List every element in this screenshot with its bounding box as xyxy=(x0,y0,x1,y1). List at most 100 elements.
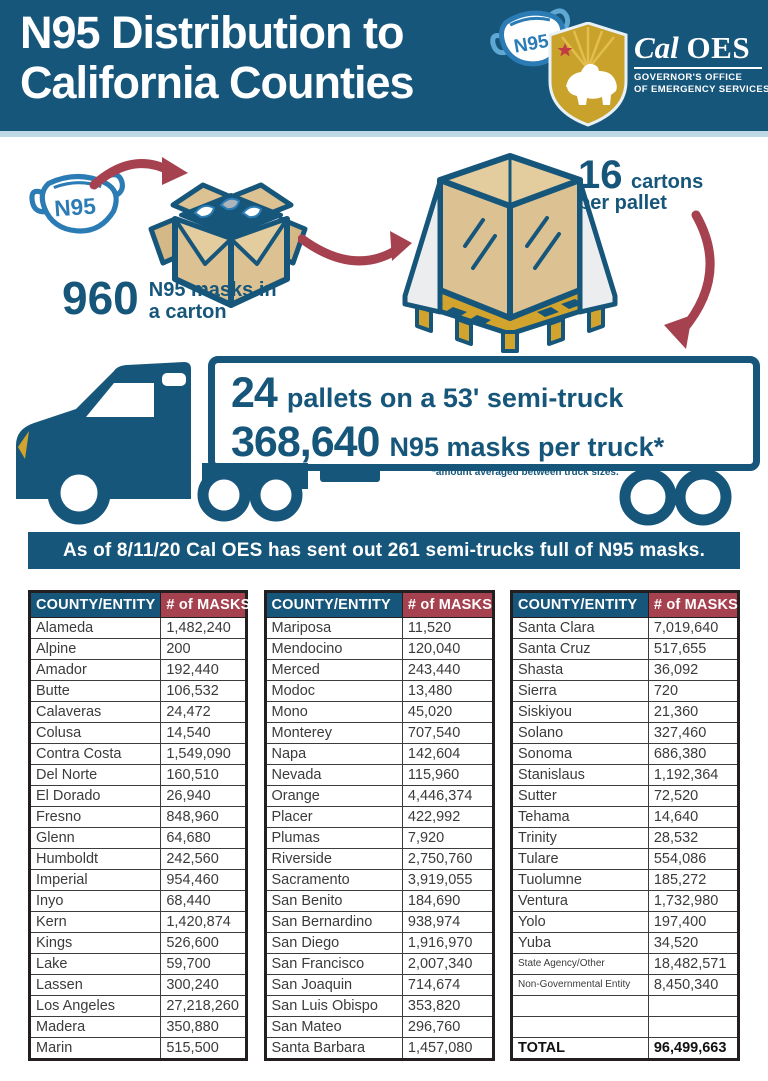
masks-cell: 350,880 xyxy=(160,1016,247,1038)
arrow-right-icon xyxy=(298,231,412,266)
masks-cell: 68,440 xyxy=(160,890,247,912)
county-cell: Mono xyxy=(264,701,403,723)
arrow-down-icon xyxy=(664,210,715,349)
county-cell: Santa Barbara xyxy=(264,1037,403,1060)
county-cell: San Diego xyxy=(264,932,403,954)
table-row: San Luis Obispo 353,820 xyxy=(264,995,494,1017)
wordmark-divider xyxy=(634,67,762,69)
county-cell: San Francisco xyxy=(264,953,403,975)
county-cell: Madera xyxy=(28,1016,162,1038)
county-cell: Amador xyxy=(28,659,162,681)
table-row: Siskiyou 21,360 xyxy=(511,701,740,723)
table-row: Non-Governmental Entity 8,450,340 xyxy=(511,974,740,996)
masks-cell: 197,400 xyxy=(647,911,740,933)
table-row: Mendocino 120,040 xyxy=(264,638,494,660)
table-row: Fresno 848,960 xyxy=(28,806,247,828)
table-row: Inyo 68,440 xyxy=(28,890,247,912)
county-cell: Plumas xyxy=(264,827,403,849)
masks-cell: 2,007,340 xyxy=(401,953,494,975)
masks-cell: 45,020 xyxy=(401,701,494,723)
masks-cell: 243,440 xyxy=(401,659,494,681)
table-row: Santa Cruz 517,655 xyxy=(511,638,740,660)
trailer-line1: 24 pallets on a 53' semi-truck xyxy=(231,369,624,417)
table-row: Santa Barbara 1,457,080 xyxy=(264,1037,494,1060)
masks-cell: 1,916,970 xyxy=(401,932,494,954)
table-row: Shasta 36,092 xyxy=(511,659,740,681)
masks-cell: 353,820 xyxy=(401,995,494,1017)
county-cell: TOTAL xyxy=(511,1037,649,1060)
county-column-header: COUNTY/ENTITY xyxy=(264,591,403,618)
county-cell: Siskiyou xyxy=(511,701,649,723)
county-cell: Alameda xyxy=(28,617,162,639)
masks-cell: 13,480 xyxy=(401,680,494,702)
county-cell: Inyo xyxy=(28,890,162,912)
table-row: Colusa 14,540 xyxy=(28,722,247,744)
county-cell: Shasta xyxy=(511,659,649,681)
masks-cell: 160,510 xyxy=(160,764,247,786)
table-row: Yuba 34,520 xyxy=(511,932,740,954)
county-cell: Imperial xyxy=(28,869,162,891)
masks-cell: 200 xyxy=(160,638,247,660)
masks-cell: 72,520 xyxy=(647,785,740,807)
masks-column-header: # of MASKS xyxy=(160,591,250,618)
page-title: N95 Distribution to California Counties xyxy=(20,7,415,109)
table-row: Napa 142,604 xyxy=(264,743,494,765)
county-table-2: COUNTY/ENTITY # of MASKS Mariposa 11,520 M… xyxy=(263,590,495,1061)
table-row: Alameda 1,482,240 xyxy=(28,617,247,639)
table-row: Stanislaus 1,192,364 xyxy=(511,764,740,786)
masks-cell: 59,700 xyxy=(160,953,247,975)
masks-cell: 686,380 xyxy=(647,743,740,765)
table-row: Del Norte 160,510 xyxy=(28,764,247,786)
masks-cell: 1,420,874 xyxy=(160,911,247,933)
page-title-line2: California Counties xyxy=(20,57,415,109)
table-row: Orange 4,446,374 xyxy=(264,785,494,807)
masks-cell: 327,460 xyxy=(647,722,740,744)
county-cell: Napa xyxy=(264,743,403,765)
bear-shield-icon xyxy=(548,22,628,127)
wordmark-sub1: GOVERNOR'S OFFICE xyxy=(634,72,743,83)
masks-cell: 142,604 xyxy=(401,743,494,765)
table-row: Calaveras 24,472 xyxy=(28,701,247,723)
table-row: Mono 45,020 xyxy=(264,701,494,723)
county-cell: Placer xyxy=(264,806,403,828)
county-cell: Sutter xyxy=(511,785,649,807)
table-row: Modoc 13,480 xyxy=(264,680,494,702)
empty-row xyxy=(511,1016,740,1038)
truck-trailer: 24 pallets on a 53' semi-truck 368,640 N… xyxy=(208,356,760,471)
masks-cell: 714,674 xyxy=(401,974,494,996)
masks-cell: 36,092 xyxy=(647,659,740,681)
brand-cal: Cal xyxy=(634,30,679,65)
county-cell: Colusa xyxy=(28,722,162,744)
masks-cell: 517,655 xyxy=(647,638,740,660)
county-table-1: COUNTY/ENTITY # of MASKS Alameda 1,482,24… xyxy=(28,590,250,1061)
masks-cell: 120,040 xyxy=(401,638,494,660)
county-cell: Monterey xyxy=(264,722,403,744)
table-row: Sutter 72,520 xyxy=(511,785,740,807)
masks-cell: 7,019,640 xyxy=(647,617,740,639)
table-row: Tehama 14,640 xyxy=(511,806,740,828)
truck-cab-icon xyxy=(16,362,191,499)
masks-cell: 1,457,080 xyxy=(401,1037,494,1060)
table-row: San Bernardino 938,974 xyxy=(264,911,494,933)
table-row: Sacramento 3,919,055 xyxy=(264,869,494,891)
table-row: Kern 1,420,874 xyxy=(28,911,247,933)
masks-cell: 515,500 xyxy=(160,1037,247,1060)
carton-caption: 960 N95 masks in a carton xyxy=(62,275,277,323)
table-row: Trinity 28,532 xyxy=(511,827,740,849)
county-cell: Tuolumne xyxy=(511,869,649,891)
brand-name: Cal OES xyxy=(634,32,762,63)
masks-cell: 242,560 xyxy=(160,848,247,870)
county-cell: Kings xyxy=(28,932,162,954)
masks-cell: 938,974 xyxy=(401,911,494,933)
table-row: Alpine 200 xyxy=(28,638,247,660)
cal-oes-wordmark: Cal OES GOVERNOR'S OFFICE OF EMERGENCY S… xyxy=(634,32,768,96)
table-row: Nevada 115,960 xyxy=(264,764,494,786)
table-row: Solano 327,460 xyxy=(511,722,740,744)
pallet-caption: 16 cartons per pallet xyxy=(578,155,708,214)
masks-cell: 720 xyxy=(647,680,740,702)
masks-cell: 3,919,055 xyxy=(401,869,494,891)
county-cell: Lassen xyxy=(28,974,162,996)
county-cell: Lake xyxy=(28,953,162,975)
table-row: Lassen 300,240 xyxy=(28,974,247,996)
masks-cell: 11,520 xyxy=(401,617,494,639)
